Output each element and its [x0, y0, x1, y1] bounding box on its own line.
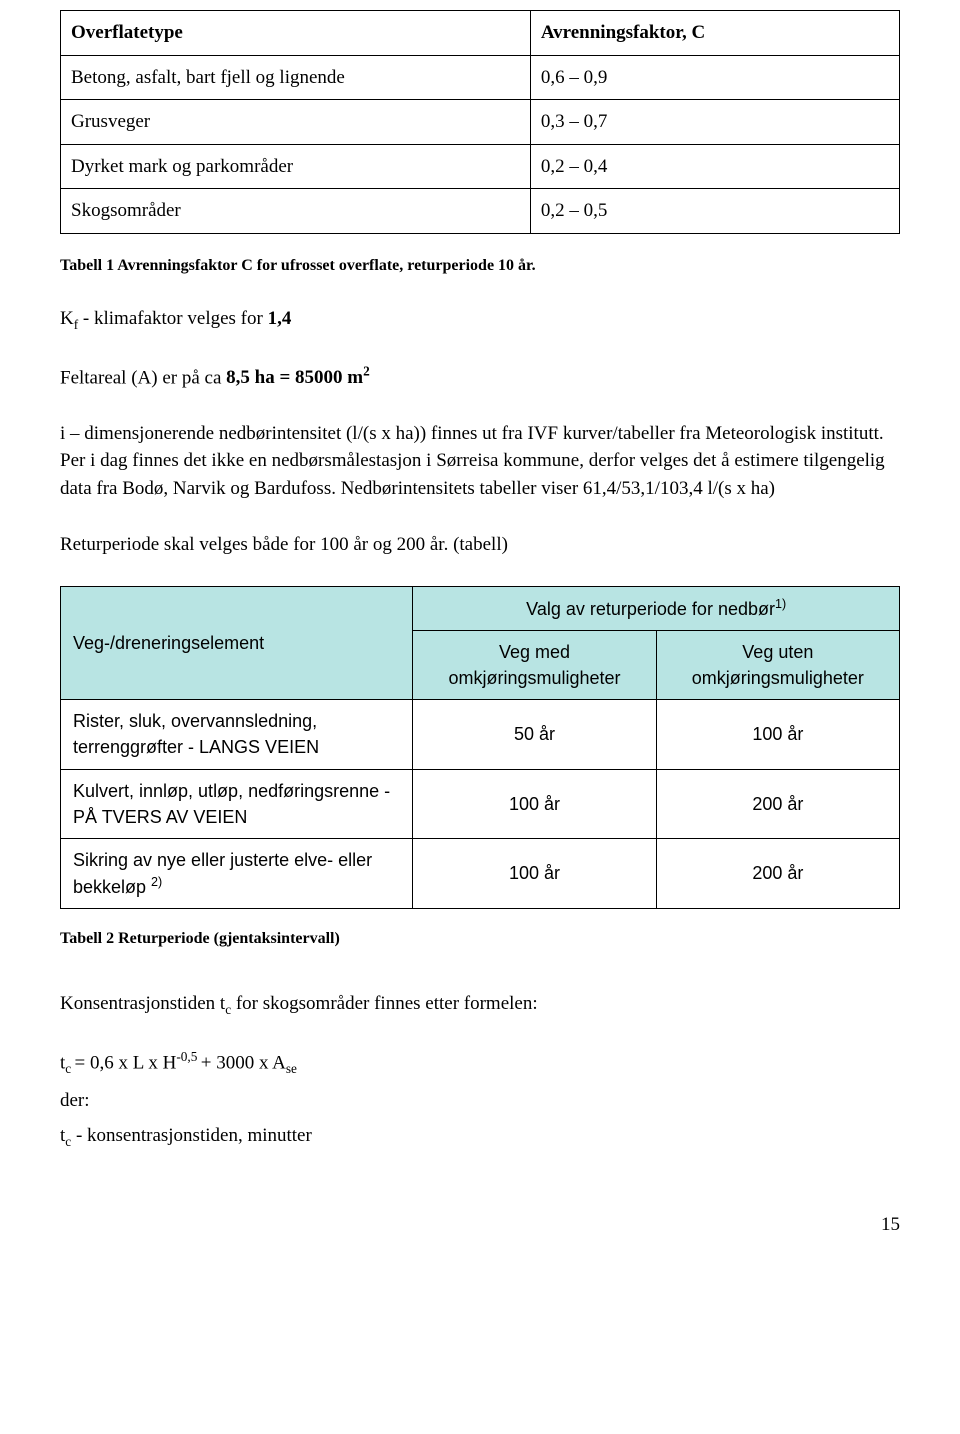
surface-type-table: Overflatetype Avrenningsfaktor, C Betong…	[60, 10, 900, 234]
formula-tc: tc = 0,6 x L x H-0,5 + 3000 x Ase	[60, 1047, 900, 1078]
table-row: Sikring av nye eller justerte elve- elle…	[61, 838, 900, 908]
sub-header-without: Veg uten omkjøringsmuligheter	[656, 631, 899, 700]
paragraph-intensity: i – dimensjonerende nedbørintensitet (l/…	[60, 420, 900, 503]
paragraph-konsentrasjon: Konsentrasjonstiden tc for skogsområder …	[60, 990, 900, 1019]
page-number: 15	[60, 1211, 900, 1239]
col-header-return: Valg av returperiode for nedbør1)	[413, 587, 900, 631]
table1-caption: Tabell 1 Avrenningsfaktor C for ufrosset…	[60, 254, 900, 277]
table-row: Grusveger 0,3 – 0,7	[61, 100, 900, 145]
table-row: Rister, sluk, overvannsledning, terrengg…	[61, 700, 900, 769]
table2-caption: Tabell 2 Returperiode (gjentaksintervall…	[60, 927, 900, 950]
paragraph-feltareal: Feltareal (A) er på ca 8,5 ha = 85000 m2	[60, 362, 900, 392]
sub-header-with: Veg med omkjøringsmuligheter	[413, 631, 656, 700]
table-row: Betong, asfalt, bart fjell og lignende 0…	[61, 55, 900, 100]
table-row: Kulvert, innløp, utløp, nedføringsrenne …	[61, 769, 900, 838]
col-header-element: Veg-/dreneringselement	[61, 587, 413, 700]
paragraph-kf: Kf - klimafaktor velges for 1,4	[60, 305, 900, 334]
table-row: Skogsområder 0,2 – 0,5	[61, 189, 900, 234]
paragraph-returperiode: Returperiode skal velges både for 100 år…	[60, 531, 900, 559]
col-header-factor: Avrenningsfaktor, C	[530, 11, 899, 56]
table-row: Dyrket mark og parkområder 0,2 – 0,4	[61, 144, 900, 189]
col-header-surface: Overflatetype	[61, 11, 531, 56]
der-label: der:	[60, 1087, 900, 1115]
paragraph-tc-def: tc - konsentrasjonstiden, minutter	[60, 1122, 900, 1151]
return-period-table: Veg-/dreneringselement Valg av returperi…	[60, 586, 900, 909]
